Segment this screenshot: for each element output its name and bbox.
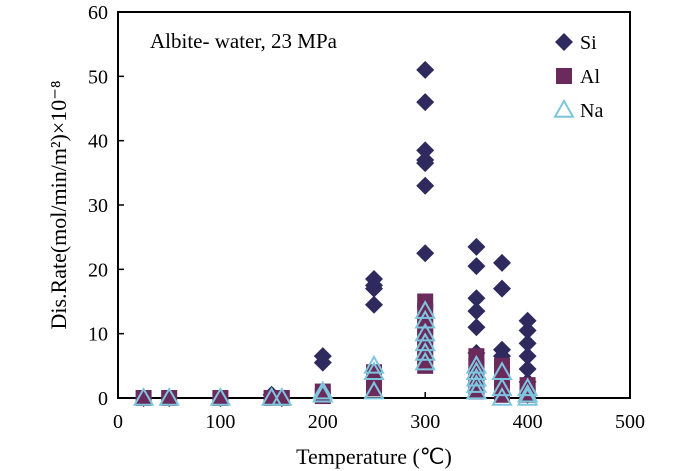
si-point <box>416 244 435 263</box>
plot-frame <box>117 11 631 399</box>
y-tick-label: 0 <box>98 388 108 410</box>
na-point <box>465 374 488 393</box>
chart-annotation: Albite- water, 23 MPa <box>150 29 338 53</box>
x-tick-label: 100 <box>205 411 235 433</box>
si-point <box>467 257 486 276</box>
al-point <box>366 380 382 397</box>
na-point <box>363 361 385 381</box>
y-axis-label: Dis.Rate(mol/min/m²)×10⁻⁸ <box>46 80 71 329</box>
x-tick-label: 400 <box>513 411 543 433</box>
y-tick-label: 40 <box>88 131 108 153</box>
legend-na-marker <box>553 98 575 118</box>
na-point <box>363 380 385 400</box>
si-point <box>493 279 511 298</box>
na-point <box>491 377 513 397</box>
na-point <box>414 332 436 352</box>
na-point <box>465 361 488 381</box>
axis-ticks: 0 100 200 300 400 500 0 10 20 30 40 50 60 <box>88 2 645 433</box>
na-point <box>465 367 488 387</box>
na-point <box>260 386 283 406</box>
x-tick-label: 500 <box>615 411 645 433</box>
si-point <box>518 360 537 379</box>
na-point <box>209 386 232 406</box>
y-tick-label: 10 <box>88 324 108 346</box>
si-point <box>518 311 537 330</box>
na-point <box>516 383 539 403</box>
y-tick-label: 20 <box>88 259 108 281</box>
si-point <box>416 60 435 79</box>
si-point <box>493 253 511 272</box>
si-point <box>313 353 332 372</box>
si-point <box>416 141 435 160</box>
na-point <box>132 386 155 406</box>
si-point <box>467 302 486 321</box>
na-point <box>414 351 436 371</box>
legend-al-label: Al <box>580 66 600 88</box>
x-axis-label: Temperature (℃) <box>296 444 452 469</box>
si-point <box>416 154 435 173</box>
x-tick-label: 0 <box>113 411 123 433</box>
si-point <box>365 295 383 314</box>
si-point <box>467 289 486 308</box>
na-point <box>516 377 539 397</box>
x-tick-label: 300 <box>410 411 440 433</box>
na-point <box>414 322 436 342</box>
legend-na-label: Na <box>580 100 603 122</box>
data-points <box>132 60 539 407</box>
na-point <box>465 354 488 374</box>
si-point <box>365 279 383 298</box>
legend-si-marker <box>555 33 573 51</box>
na-point <box>271 386 293 406</box>
na-point <box>363 354 385 374</box>
na-point <box>465 380 488 400</box>
na-point <box>312 383 334 403</box>
y-tick-label: 50 <box>88 66 108 88</box>
si-point <box>518 334 537 353</box>
legend: Si Al Na <box>553 32 603 122</box>
x-tick-label: 200 <box>308 411 338 433</box>
legend-al-marker <box>556 68 572 84</box>
si-point <box>518 321 537 340</box>
na-point <box>414 309 436 329</box>
na-point <box>491 386 513 406</box>
na-point <box>516 386 539 406</box>
legend-si-label: Si <box>580 32 597 54</box>
na-point <box>414 300 436 319</box>
na-point <box>158 386 180 406</box>
si-point <box>416 176 435 195</box>
si-point <box>518 347 537 366</box>
y-tick-label: 60 <box>88 2 108 24</box>
na-point <box>414 341 436 361</box>
si-point <box>467 237 486 256</box>
si-point <box>416 93 435 112</box>
na-point <box>312 380 334 400</box>
si-point <box>467 318 486 337</box>
y-tick-label: 30 <box>88 195 108 217</box>
